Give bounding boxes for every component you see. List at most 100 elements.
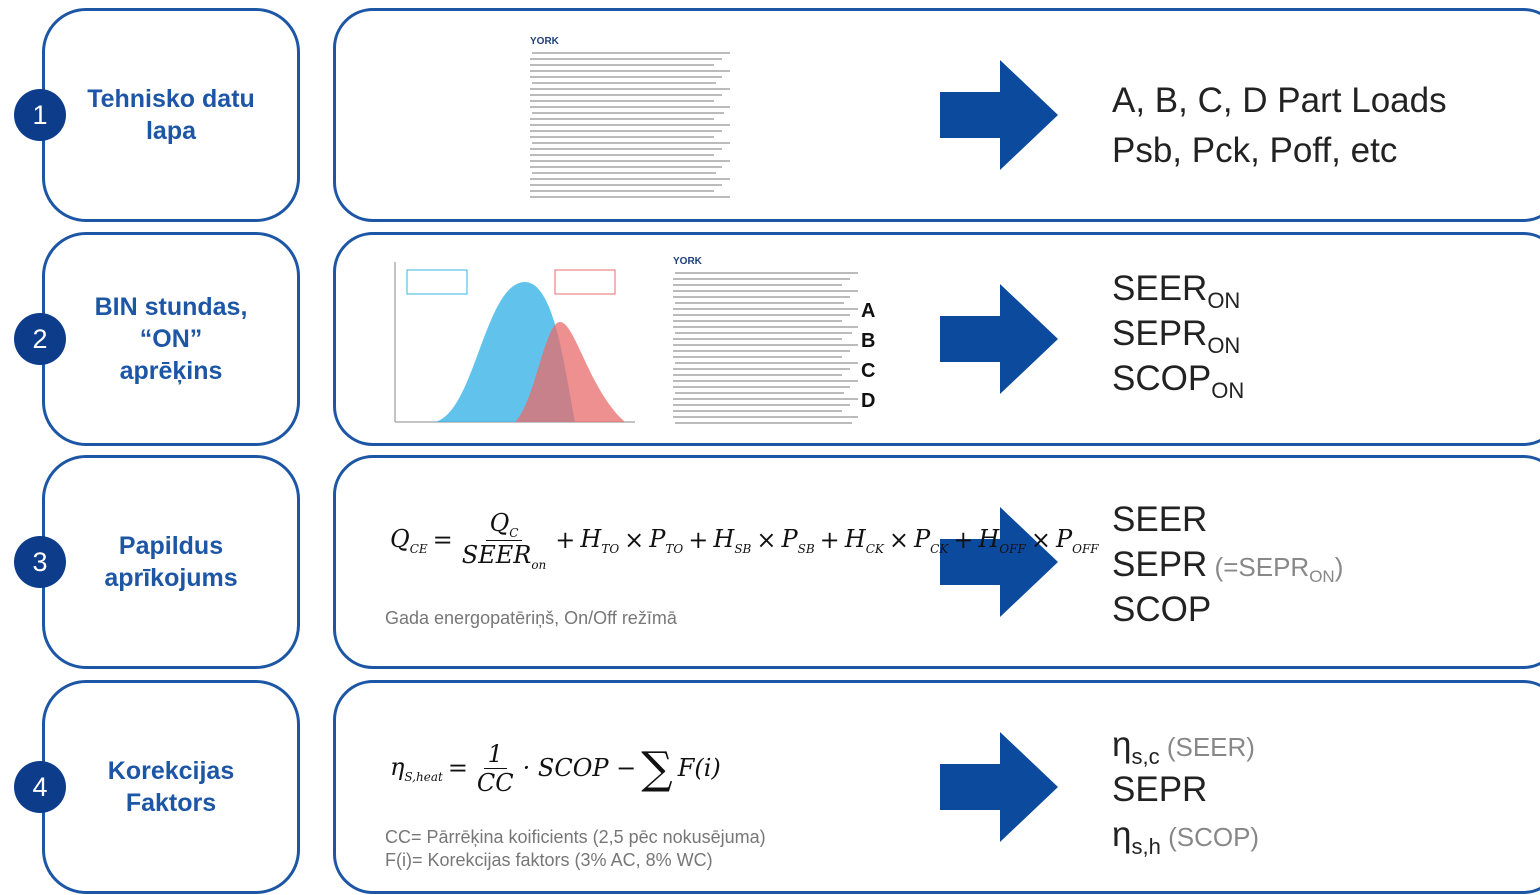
formula-token: ηS,heat — [390, 753, 443, 784]
document-thumbnail: YORK — [530, 36, 730, 204]
formula-token: · SCOP − — [523, 754, 637, 782]
formula-token: = — [448, 754, 468, 782]
formula-token: HCK — [845, 525, 884, 556]
result: SEPR — [1112, 767, 1207, 813]
formula-token: + — [820, 526, 840, 554]
result-main: Psb, Pck, Poff, etc — [1112, 131, 1397, 170]
doc-lines — [673, 256, 858, 432]
result-subscript: ON — [1207, 288, 1240, 313]
result-main: SEER — [1112, 500, 1207, 539]
formula-token: POFF — [1056, 525, 1099, 556]
formula-subscript: on — [531, 557, 546, 571]
formula-subscript: C — [509, 526, 518, 540]
formula-token: F(i) — [678, 754, 721, 782]
formula-token: × — [624, 526, 644, 554]
formula-token: × — [889, 526, 909, 554]
formula-token: HOFF — [978, 525, 1025, 556]
formula-subscript: OFF — [999, 541, 1026, 555]
load-point-letter: D — [861, 390, 875, 413]
result-note: (SEER) — [1160, 732, 1255, 762]
bin-hours-chart — [375, 252, 645, 442]
document-thumbnail: YORK — [673, 256, 858, 432]
formula-subscript: S,heat — [404, 769, 442, 783]
step-label-box: Papildus aprīkojums — [42, 455, 300, 669]
slide: Tehnisko datu lapa 1 YORK A, B, C, D Part L… — [0, 0, 1540, 895]
numerator: QC — [486, 509, 523, 541]
formula-subscript: TO — [601, 541, 619, 555]
step-label: Korekcijas Faktors — [86, 755, 256, 819]
step-label-box: Korekcijas Faktors — [42, 680, 300, 894]
formula-token: PCK — [914, 525, 948, 556]
result: SCOPON — [1112, 356, 1244, 414]
denominator: CC — [473, 769, 518, 797]
result-subscript: s,c — [1131, 744, 1159, 769]
step-label: Papildus aprīkojums — [86, 530, 256, 594]
formula-token: HSB — [713, 525, 751, 556]
formula-token: + — [688, 526, 708, 554]
step-number: 1 — [14, 89, 66, 141]
step-number: 4 — [14, 761, 66, 813]
result-subscript: s,h — [1131, 834, 1160, 859]
formula-token: × — [756, 526, 776, 554]
result-note-text: (SEER) — [1167, 732, 1255, 762]
formula-subscript: CK — [866, 541, 884, 555]
formula-subscript: SB — [734, 541, 751, 555]
note: F(i)= Korekcijas faktors (3% AC, 8% WC) — [385, 849, 713, 872]
step-label: BIN stundas, “ON” aprēķins — [86, 291, 256, 387]
step-number: 2 — [14, 313, 66, 365]
formula-token: PSB — [781, 525, 814, 556]
arrow — [940, 284, 1058, 394]
numerator: 1 — [484, 740, 507, 769]
formula: ηS,heat=1CC· SCOP −∑F(i) — [390, 728, 721, 808]
result-main: η — [1112, 725, 1131, 764]
result-main: SEPR — [1112, 770, 1207, 809]
step-label: Tehnisko datu lapa — [86, 83, 256, 147]
result-main: A, B, C, D Part Loads — [1112, 81, 1447, 120]
fraction: QC SEERon — [458, 509, 551, 572]
formula-token: SEERon — [462, 541, 547, 569]
formula-subscript: TO — [665, 541, 683, 555]
result: SCOP — [1112, 587, 1211, 633]
result-subscript: ON — [1207, 333, 1240, 358]
step-label-box: BIN stundas, “ON” aprēķins — [42, 232, 300, 446]
formula-token: × — [1031, 526, 1051, 554]
result-main: SCOP — [1112, 359, 1211, 398]
load-point-letter: B — [861, 330, 875, 353]
load-point-letter: C — [861, 360, 875, 383]
result-note-text: (SCOP) — [1168, 822, 1259, 852]
note: CC= Pārrēķina koificients (2,5 pēc nokus… — [385, 826, 766, 849]
formula-subscript: CE — [410, 541, 428, 555]
result-note-end: ) — [1335, 552, 1344, 582]
formula-token: HTO — [580, 525, 619, 556]
formula-subscript: OFF — [1072, 541, 1099, 555]
formula-token: PTO — [649, 525, 683, 556]
result: ηs,h (SCOP) — [1112, 812, 1259, 870]
result-subscript: ON — [1211, 378, 1244, 403]
result-main: η — [1112, 815, 1131, 854]
result-main: SCOP — [1112, 590, 1211, 629]
result-note-subscript: ON — [1309, 567, 1335, 586]
result-note: (=SEPRON) — [1207, 552, 1343, 582]
note: Gada energopatēriņš, On/Off režīmā — [385, 607, 677, 630]
result-main: SEPR — [1112, 545, 1207, 584]
formula-token: ∑ — [641, 743, 672, 794]
result: Psb, Pck, Poff, etc — [1112, 128, 1397, 174]
result-note-text: (=SEPR — [1215, 552, 1310, 582]
step-number: 3 — [14, 536, 66, 588]
load-point-letter: A — [861, 300, 875, 323]
formula-token: QC — [490, 509, 519, 537]
formula-subscript: SB — [798, 541, 815, 555]
formula-subscript: CK — [930, 541, 948, 555]
result-main: SEPR — [1112, 314, 1207, 353]
formula-token: = — [433, 526, 453, 554]
doc-lines — [530, 36, 730, 204]
formula-token: + — [953, 526, 973, 554]
formula-token: 1 — [488, 740, 503, 768]
step-label-box: Tehnisko datu lapa — [42, 8, 300, 222]
arrow — [940, 732, 1058, 842]
result: A, B, C, D Part Loads — [1112, 78, 1447, 124]
formula-token: QCE — [390, 525, 428, 556]
formula-token: + — [555, 526, 575, 554]
